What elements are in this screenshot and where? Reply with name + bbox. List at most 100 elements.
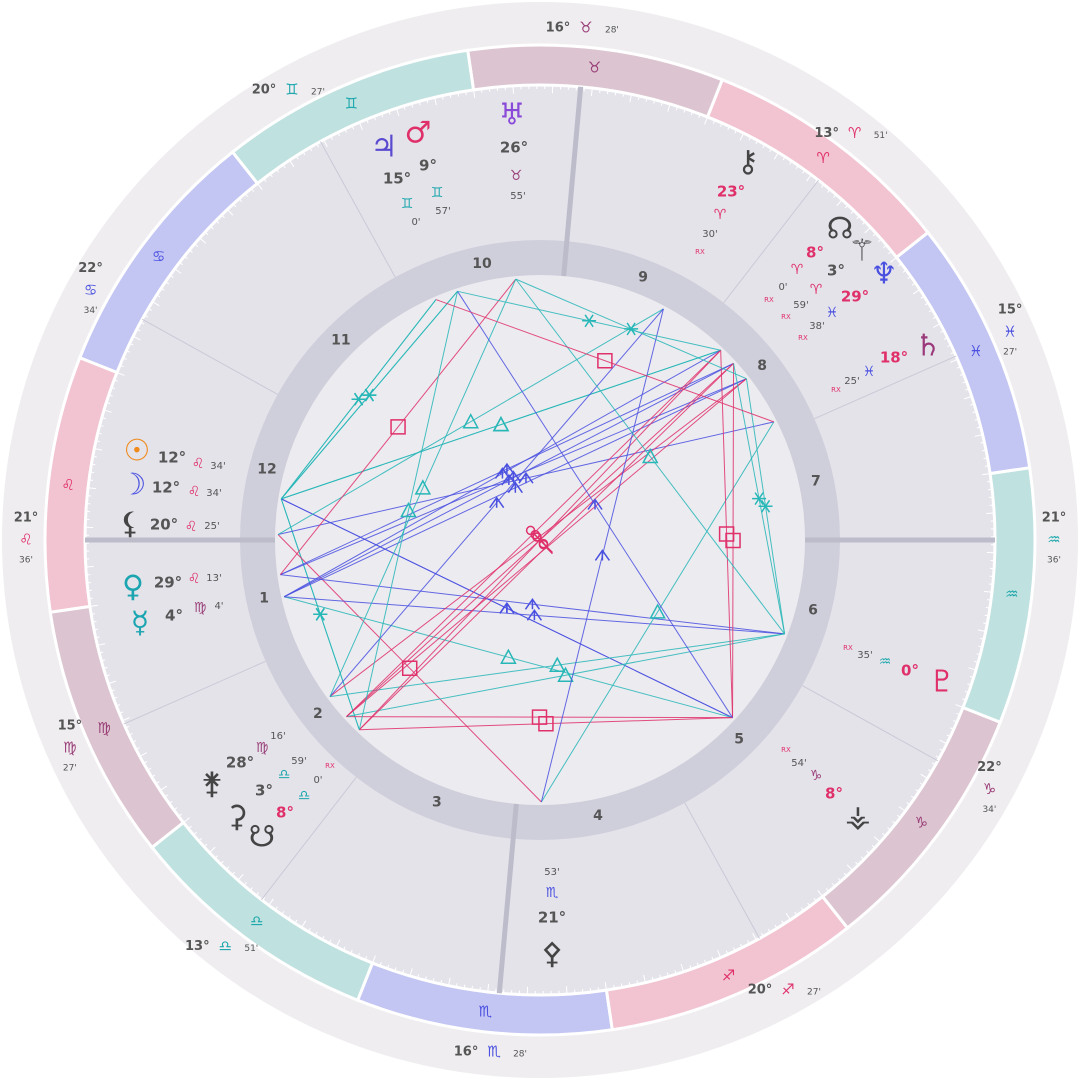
- planet-sign: ♌: [188, 484, 201, 500]
- degree-tick: [424, 976, 427, 981]
- degree-tick: [837, 877, 842, 882]
- degree-tick: [479, 986, 481, 992]
- degree-tick: [418, 101, 421, 106]
- degree-tick: [409, 968, 413, 977]
- cusp-sign: ♊: [285, 80, 298, 98]
- degree-tick: [953, 720, 958, 723]
- degree-tick: [268, 898, 274, 906]
- degree-tick: [199, 237, 207, 244]
- degree-tick: [97, 643, 106, 646]
- degree-tick: [302, 151, 306, 156]
- planet-degree: 4°: [165, 607, 183, 625]
- zodiac-glyph: ♉: [588, 59, 601, 77]
- house-number: 11: [331, 332, 350, 348]
- degree-tick: [263, 178, 267, 183]
- degree-tick: [210, 225, 214, 230]
- cusp-degree: 20°: [252, 82, 277, 97]
- degree-tick: [342, 946, 346, 951]
- degree-tick: [614, 91, 617, 96]
- degree-tick: [214, 855, 219, 859]
- degree-tick: [255, 892, 260, 896]
- planet-sign: ♍: [194, 600, 207, 616]
- degree-tick: [794, 911, 798, 916]
- degree-tick: [606, 90, 609, 95]
- degree-tick: [165, 281, 170, 285]
- degree-tick: [983, 457, 988, 460]
- degree-tick: [151, 774, 156, 778]
- degree-tick: [335, 939, 341, 948]
- cusp-sign: ♌: [19, 531, 32, 549]
- degree-tick: [89, 604, 98, 607]
- degree-tick: [683, 108, 686, 113]
- degree-tick: [111, 386, 116, 390]
- degree-tick: [789, 160, 793, 165]
- degree-tick: [148, 307, 153, 311]
- degree-tick: [432, 978, 435, 983]
- zodiac-glyph: ♑: [915, 814, 928, 832]
- planet-glyph: ⚵: [201, 767, 223, 802]
- degree-tick: [977, 629, 986, 632]
- degree-tick: [969, 675, 974, 679]
- cusp-minutes: 28': [605, 26, 619, 36]
- degree-tick: [920, 295, 925, 299]
- planet-minutes: 55': [510, 191, 525, 202]
- degree-tick: [887, 827, 891, 831]
- cusp-minutes: 36': [19, 556, 33, 566]
- aspect-glyph: [499, 601, 515, 614]
- degree-tick: [846, 864, 853, 871]
- cusp-minutes: 51': [244, 944, 258, 954]
- planet-degree: 26°: [500, 139, 528, 157]
- cusp-sign: ♒: [1047, 531, 1060, 549]
- planet-minutes: 4': [214, 601, 223, 612]
- degree-tick: [351, 125, 355, 130]
- degree-tick: [747, 940, 750, 945]
- degree-tick: [813, 897, 817, 902]
- planet-sign: ♓: [826, 305, 839, 321]
- degree-tick: [983, 590, 993, 593]
- planet-degree: 9°: [419, 157, 437, 175]
- degree-tick: [827, 189, 831, 193]
- degree-tick: [95, 440, 100, 443]
- house-number: 1: [259, 590, 269, 606]
- degree-tick: [269, 173, 273, 178]
- degree-tick: [910, 795, 915, 799]
- degree-tick: [604, 982, 607, 991]
- planet-degree: 8°: [276, 804, 294, 822]
- degree-tick: [434, 97, 437, 106]
- degree-tick: [622, 92, 625, 97]
- degree-tick: [103, 409, 112, 413]
- aspect-glyph: [532, 532, 547, 547]
- degree-tick: [978, 645, 983, 648]
- degree-tick: [675, 106, 679, 111]
- zodiac-glyph: ♏: [479, 1002, 493, 1020]
- zodiac-glyph: ♐: [722, 966, 735, 984]
- degree-tick: [781, 920, 785, 925]
- cusp-sign: ♈: [848, 124, 861, 142]
- degree-tick: [800, 907, 804, 912]
- degree-tick: [139, 752, 148, 757]
- degree-tick: [274, 906, 278, 911]
- retrograde-label: RX: [325, 762, 335, 770]
- cusp-sign: ♋: [84, 281, 97, 299]
- degree-tick: [244, 193, 249, 197]
- aspect-glyph: [494, 467, 511, 479]
- degree-tick: [337, 132, 340, 137]
- degree-tick: [330, 135, 333, 140]
- degree-tick: [947, 344, 952, 348]
- house-number: 3: [432, 794, 442, 810]
- planet-glyph: ♇: [929, 665, 956, 700]
- degree-tick: [487, 983, 490, 993]
- retrograde-label: RX: [695, 248, 705, 256]
- degree-tick: [653, 99, 656, 104]
- house-cusp-line: [123, 660, 266, 725]
- degree-tick: [250, 188, 255, 192]
- aspect-glyph: [524, 597, 541, 610]
- retrograde-label: RX: [831, 386, 841, 394]
- degree-tick: [373, 116, 376, 121]
- degree-tick: [122, 717, 130, 722]
- degree-tick: [198, 837, 203, 842]
- degree-tick: [91, 613, 96, 615]
- planet-minutes: 57': [435, 206, 450, 217]
- retrograde-label: RX: [781, 313, 791, 321]
- degree-tick: [597, 987, 600, 992]
